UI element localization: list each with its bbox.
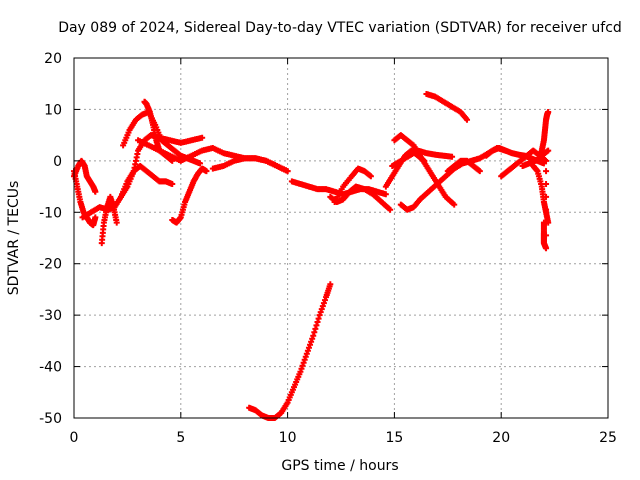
data-point — [199, 134, 206, 141]
data-point — [92, 188, 99, 195]
x-tick-label: 20 — [492, 430, 510, 446]
y-axis-label: SDTVAR / TECUs — [6, 181, 22, 296]
series-arc-22 — [498, 147, 550, 180]
series-arc-19 — [423, 91, 471, 123]
series-arc-26 — [540, 168, 550, 252]
data-point — [197, 160, 204, 167]
plot-frame — [73, 57, 609, 419]
data-point — [313, 322, 320, 329]
series-arc-20 — [444, 157, 483, 175]
data-point — [203, 168, 210, 175]
series-arc-14 — [331, 165, 374, 205]
y-tick-label: -40 — [39, 360, 62, 376]
data-point — [169, 181, 176, 187]
data-point — [319, 303, 326, 310]
y-tick-label: 0 — [53, 154, 62, 170]
series-arc-17 — [389, 147, 456, 169]
data-point — [310, 332, 317, 339]
data-point — [284, 168, 291, 175]
y-tick-label: -30 — [39, 308, 62, 324]
data-point — [321, 297, 328, 304]
data-point — [545, 147, 552, 154]
series-arc-9 — [169, 165, 210, 226]
data-point — [543, 157, 550, 164]
data-point — [543, 168, 550, 175]
series-arc-25 — [536, 109, 552, 164]
data-point — [543, 181, 550, 187]
data-point — [476, 168, 483, 175]
series-arc-24 — [530, 163, 552, 226]
data-point — [543, 219, 550, 226]
data-point — [315, 315, 322, 322]
data-point — [543, 206, 550, 213]
data-marks — [71, 91, 552, 421]
data-point — [449, 153, 456, 160]
x-tick-label: 15 — [385, 430, 403, 446]
series-arc-10 — [209, 155, 291, 175]
y-tick-label: -20 — [39, 257, 62, 273]
y-tick-label: 10 — [44, 102, 62, 118]
data-point — [311, 329, 318, 336]
data-point — [382, 191, 389, 198]
y-axis-ticks: -50 -40 -30 -20 -10 0 10 20 — [39, 51, 608, 427]
x-tick-label: 5 — [176, 430, 185, 446]
data-point — [464, 116, 471, 123]
chart-title: Day 089 of 2024, Sidereal Day-to-day VTE… — [58, 20, 622, 36]
x-tick-label: 10 — [279, 430, 297, 446]
data-point — [327, 281, 334, 288]
data-point — [451, 201, 458, 208]
data-point — [317, 309, 324, 316]
series-arc-4 — [98, 193, 120, 247]
data-point — [543, 245, 550, 252]
series-arc-11 — [246, 281, 334, 421]
y-tick-label: 20 — [44, 51, 62, 67]
data-point — [543, 232, 550, 239]
x-axis-ticks: 0 5 10 15 20 25 — [70, 58, 617, 446]
data-point — [113, 219, 120, 226]
x-axis-label: GPS time / hours — [281, 458, 398, 474]
data-point — [314, 319, 321, 325]
data-point — [320, 300, 327, 307]
data-point — [316, 312, 323, 319]
y-tick-label: -10 — [39, 205, 62, 221]
data-point — [545, 109, 552, 115]
grid-lines — [74, 58, 608, 418]
data-point — [387, 206, 394, 213]
data-point — [318, 306, 325, 313]
x-tick-label: 0 — [70, 430, 79, 446]
data-point — [367, 173, 374, 180]
x-tick-label: 25 — [599, 430, 617, 446]
data-point — [312, 325, 319, 332]
data-point — [92, 214, 99, 221]
data-point — [543, 193, 550, 200]
y-tick-label: -50 — [39, 411, 62, 427]
